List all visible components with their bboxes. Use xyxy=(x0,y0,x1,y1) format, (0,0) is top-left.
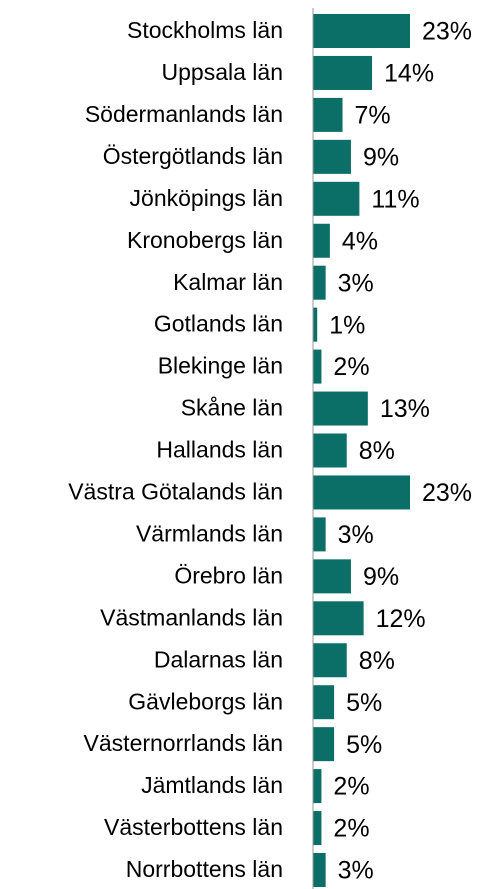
value-label: 11% xyxy=(371,185,419,213)
bar xyxy=(313,55,373,90)
bar xyxy=(313,601,364,636)
value-label: 23% xyxy=(422,18,472,46)
value-label: 12% xyxy=(376,605,426,633)
bar xyxy=(313,685,335,720)
bar xyxy=(313,811,322,846)
value-label: 4% xyxy=(342,227,378,255)
category-label: Stockholms län xyxy=(127,17,283,43)
bar xyxy=(313,349,322,384)
category-label: Jönköpings län xyxy=(130,185,283,211)
category-label: Blekinge län xyxy=(158,353,283,379)
value-label: 3% xyxy=(338,857,374,885)
category-label: Uppsala län xyxy=(162,59,283,85)
category-label: Dalarnas län xyxy=(154,646,283,672)
bar xyxy=(313,97,343,132)
category-label: Västernorrlands län xyxy=(84,730,283,756)
bar xyxy=(313,769,322,804)
value-label: 8% xyxy=(359,647,395,675)
category-label: Värmlands län xyxy=(136,520,283,546)
bar xyxy=(313,181,360,216)
value-label: 1% xyxy=(329,311,365,339)
category-label: Östergötlands län xyxy=(103,143,283,169)
bar xyxy=(313,139,351,174)
category-label: Gotlands län xyxy=(154,311,283,337)
bar xyxy=(313,643,347,678)
bar xyxy=(313,14,410,48)
bar xyxy=(313,727,335,762)
value-label: 14% xyxy=(384,60,434,88)
category-label: Hallands län xyxy=(156,437,283,463)
category-label: Västerbottens län xyxy=(104,814,283,840)
category-label: Kronobergs län xyxy=(127,227,283,253)
category-label: Gävleborgs län xyxy=(128,688,283,714)
category-label: Skåne län xyxy=(181,395,283,421)
bar xyxy=(313,853,326,887)
value-label: 3% xyxy=(338,269,374,297)
bar xyxy=(313,559,351,594)
bar xyxy=(313,475,410,510)
value-label: 2% xyxy=(333,773,369,801)
value-label: 8% xyxy=(359,437,395,465)
category-label: Västra Götalands län xyxy=(68,479,283,505)
bar xyxy=(313,391,368,426)
bar xyxy=(313,265,326,300)
bar xyxy=(313,517,326,552)
category-label: Södermanlands län xyxy=(85,101,283,127)
value-label: 3% xyxy=(338,521,374,549)
value-label: 23% xyxy=(422,479,472,507)
value-label: 9% xyxy=(363,143,399,171)
value-label: 2% xyxy=(333,353,369,381)
value-label: 9% xyxy=(363,563,399,591)
value-label: 13% xyxy=(380,395,430,423)
bar xyxy=(313,433,347,468)
bar xyxy=(313,307,318,342)
category-label: Örebro län xyxy=(174,562,283,588)
category-label: Jämtlands län xyxy=(141,772,283,798)
category-label: Kalmar län xyxy=(173,269,283,295)
value-label: 2% xyxy=(333,815,369,843)
category-label: Västmanlands län xyxy=(100,604,283,630)
value-label: 5% xyxy=(346,689,382,717)
category-label: Norrbottens län xyxy=(126,856,283,882)
value-label: 7% xyxy=(355,102,391,130)
value-label: 5% xyxy=(346,731,382,759)
bar xyxy=(313,223,330,258)
